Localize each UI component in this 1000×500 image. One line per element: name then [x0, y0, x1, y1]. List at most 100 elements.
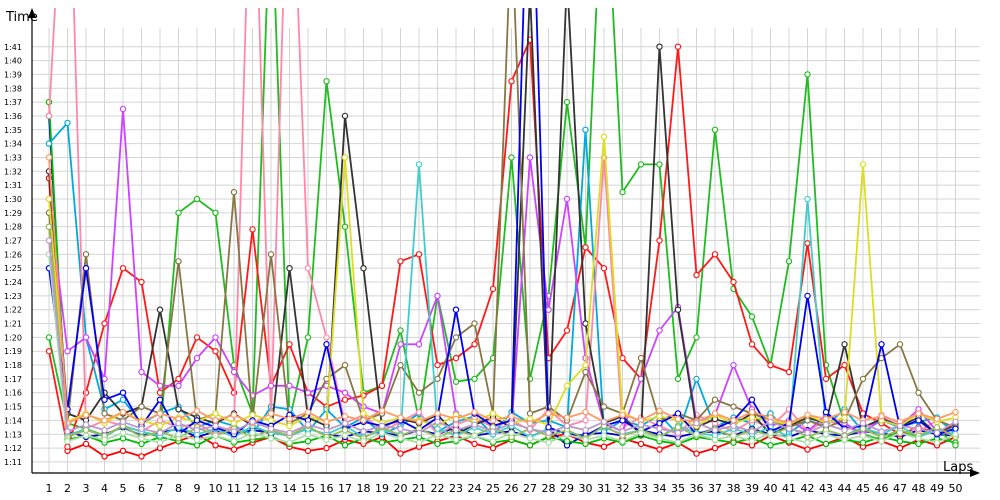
x-tick-label: 36 — [690, 482, 704, 495]
data-point — [471, 440, 478, 448]
y-tick-label: 1:22 — [4, 306, 22, 315]
data-point — [508, 154, 515, 161]
axes — [28, 8, 980, 477]
y-tick-label: 1:40 — [4, 57, 22, 66]
data-point — [748, 438, 756, 445]
x-tick-label: 6 — [138, 482, 145, 495]
data-point — [896, 422, 904, 430]
data-point — [45, 348, 53, 355]
data-point — [637, 161, 645, 168]
data-point — [267, 435, 275, 442]
data-point — [249, 411, 256, 419]
data-point — [915, 440, 922, 448]
data-point — [804, 292, 811, 300]
data-point — [748, 341, 756, 348]
y-tick-label: 1:38 — [4, 84, 22, 93]
y-tick-label: 1:12 — [4, 444, 22, 453]
y-tick-label: 1:18 — [4, 361, 22, 370]
data-point — [656, 420, 663, 427]
data-point — [341, 112, 349, 120]
data-point — [452, 306, 460, 313]
data-point — [489, 285, 497, 293]
data-point — [360, 438, 367, 445]
data-point — [878, 413, 885, 420]
data-point — [434, 431, 441, 438]
data-point — [656, 237, 663, 244]
data-point — [600, 265, 608, 272]
y-tick-label: 1:17 — [4, 375, 22, 384]
data-point — [526, 410, 534, 417]
data-point — [489, 444, 497, 452]
data-point — [619, 188, 626, 196]
data-point — [304, 447, 312, 455]
x-tick-label: 5 — [120, 482, 127, 495]
data-point — [841, 361, 848, 369]
y-tick-label: 1:35 — [4, 126, 22, 135]
data-point — [804, 446, 811, 453]
data-point — [452, 426, 460, 434]
x-tick-label: 12 — [246, 482, 260, 495]
data-point — [82, 426, 90, 434]
data-point — [64, 348, 71, 355]
data-point — [915, 435, 922, 442]
y-tick-label: 1:30 — [4, 195, 22, 204]
data-point — [119, 435, 127, 442]
series-line — [48, 8, 956, 437]
data-point — [563, 195, 571, 203]
data-point — [64, 428, 71, 435]
data-point — [711, 126, 719, 134]
data-point — [693, 271, 700, 279]
data-point — [397, 327, 404, 334]
data-point — [193, 195, 201, 203]
y-tick-label: 1:26 — [4, 250, 22, 259]
data-point — [156, 444, 164, 452]
data-point — [452, 354, 460, 362]
data-point — [230, 368, 238, 376]
data-point — [452, 415, 460, 423]
data-point — [193, 442, 201, 449]
data-point — [230, 188, 238, 196]
data-point — [45, 334, 53, 341]
data-point — [508, 413, 515, 420]
x-tick-label: 38 — [727, 482, 741, 495]
data-point — [304, 389, 312, 396]
x-tick-label: 29 — [560, 482, 574, 495]
data-point — [896, 438, 904, 445]
data-point — [804, 411, 811, 419]
tick-labels: 1:11 1:12 1:13 1:14 1:15 1:16 1:17 1:18 1:19 1:20… — [4, 43, 963, 495]
data-point — [397, 425, 404, 432]
data-point — [138, 453, 145, 460]
data-point — [915, 417, 922, 424]
data-point — [600, 418, 608, 425]
x-tick-label: 25 — [486, 482, 500, 495]
data-point — [748, 313, 756, 320]
y-tick-label: 1:25 — [4, 264, 22, 273]
x-tick-label: 20 — [394, 482, 408, 495]
data-point — [138, 403, 145, 410]
data-point — [693, 420, 700, 427]
data-point — [822, 440, 830, 448]
data-point — [545, 429, 552, 437]
y-tick-label: 1:34 — [4, 140, 22, 149]
data-point — [119, 396, 127, 403]
data-point — [656, 161, 663, 168]
data-point — [45, 223, 53, 230]
data-point — [212, 348, 219, 355]
data-point — [804, 240, 811, 247]
data-point — [304, 438, 312, 445]
data-point — [193, 436, 201, 443]
data-point — [101, 410, 108, 417]
data-point — [637, 354, 645, 362]
x-tick-label: 18 — [357, 482, 371, 495]
data-point — [711, 396, 719, 403]
data-point — [952, 442, 959, 449]
data-point — [212, 334, 219, 341]
data-point — [563, 98, 571, 106]
x-tick-label: 37 — [708, 482, 722, 495]
data-point — [138, 425, 145, 432]
data-point — [767, 429, 774, 437]
data-point — [378, 422, 386, 430]
data-point — [175, 382, 182, 389]
data-point — [193, 354, 201, 362]
data-point — [933, 415, 941, 423]
